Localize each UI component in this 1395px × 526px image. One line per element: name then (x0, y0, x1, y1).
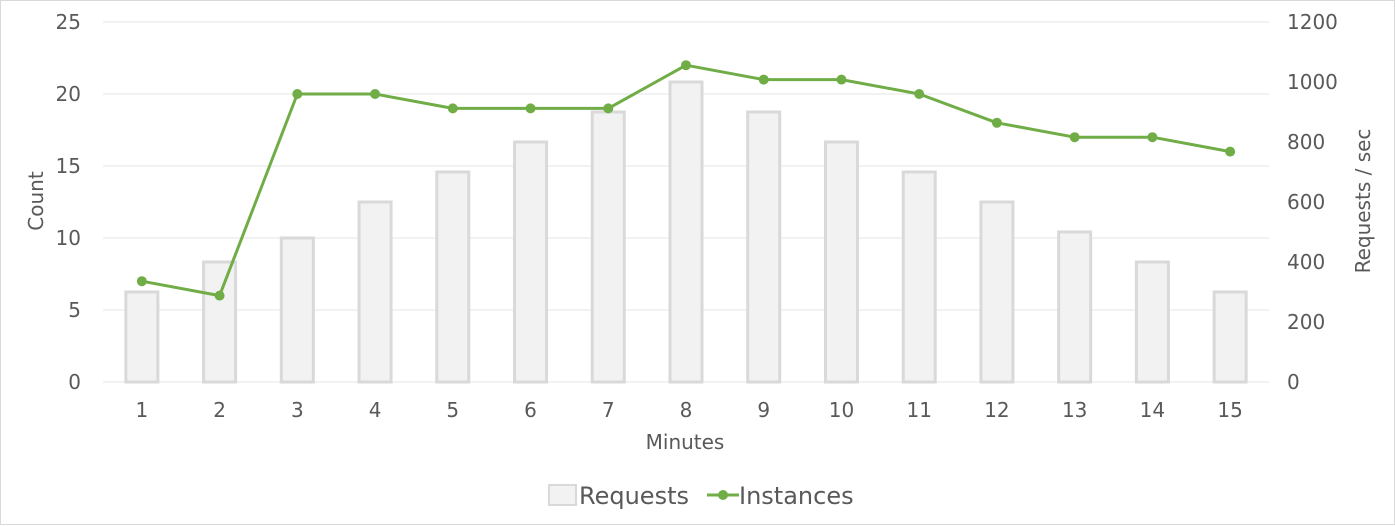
instances-point (370, 89, 381, 99)
y-left-tick-label: 10 (56, 226, 81, 250)
y-left-tick-label: 15 (56, 154, 81, 178)
x-tick-label: 14 (1140, 398, 1165, 422)
x-tick-label: 9 (757, 398, 770, 422)
left-axis-ticks: 0 5 10 15 20 25 (56, 10, 81, 394)
y-right-tick-label: 1000 (1287, 70, 1338, 94)
requests-bar (202, 260, 238, 384)
y-left-tick-label: 5 (68, 298, 81, 322)
instances-point (214, 290, 225, 301)
requests-bar (1134, 260, 1170, 384)
instances-point (136, 276, 147, 287)
requests-bar (279, 236, 315, 384)
legend-instances-label: Instances (739, 482, 854, 510)
x-tick-label: 10 (829, 398, 854, 422)
instances-point (447, 103, 458, 114)
instances-point (991, 117, 1002, 128)
requests-bar (124, 290, 160, 384)
x-tick-label: 11 (906, 398, 931, 422)
instances-point (603, 103, 614, 114)
x-tick-label: 4 (369, 398, 382, 422)
y-right-tick-label: 600 (1287, 190, 1325, 214)
x-tick-label: 2 (213, 398, 226, 422)
instances-point (836, 74, 847, 85)
instances-point (1225, 146, 1236, 157)
instances-point (525, 103, 536, 114)
instances-point (914, 89, 925, 99)
instances-point (681, 60, 691, 71)
requests-bar (1057, 230, 1093, 384)
x-tick-label: 12 (984, 398, 1009, 422)
instances-point (1147, 132, 1158, 143)
right-axis-ticks: 0 200 400 600 800 1000 1200 (1287, 10, 1338, 394)
instances-point (758, 74, 769, 85)
instances-line (136, 60, 1236, 301)
y-right-tick-label: 200 (1287, 310, 1325, 334)
requests-bars (124, 80, 1248, 384)
x-tick-label: 15 (1217, 398, 1242, 422)
x-axis-ticks: 1 2 3 4 5 6 7 8 9 10 11 12 13 14 15 (135, 398, 1242, 422)
y-right-tick-label: 800 (1287, 130, 1325, 154)
y-right-tick-label: 1200 (1287, 10, 1338, 34)
x-axis-title: Minutes (646, 430, 725, 454)
instances-point (292, 89, 303, 99)
requests-bar (1212, 290, 1248, 384)
legend: Requests Instances (548, 482, 854, 510)
legend-requests-swatch (548, 484, 577, 506)
y-axis-left-title: Count (24, 171, 48, 231)
y-axis-right-title: Requests / sec (1351, 129, 1375, 274)
y-left-tick-label: 25 (56, 10, 81, 34)
y-left-tick-label: 0 (68, 370, 81, 394)
y-left-tick-label: 20 (56, 82, 81, 106)
x-tick-label: 1 (135, 398, 148, 422)
instances-point (1069, 132, 1080, 143)
x-tick-label: 7 (602, 398, 615, 422)
requests-bar (668, 80, 704, 384)
legend-requests-label: Requests (579, 482, 689, 510)
legend-instances-marker (718, 490, 728, 500)
requests-bar (590, 110, 626, 384)
requests-bar (823, 140, 859, 384)
x-tick-label: 5 (446, 398, 459, 422)
requests-bar (513, 140, 549, 384)
x-tick-label: 3 (291, 398, 304, 422)
requests-bar (357, 200, 393, 384)
x-tick-label: 13 (1062, 398, 1087, 422)
x-tick-label: 6 (524, 398, 537, 422)
requests-bar (979, 200, 1015, 384)
y-right-tick-label: 400 (1287, 250, 1325, 274)
requests-bar (435, 170, 471, 384)
requests-bar (901, 170, 937, 384)
y-right-tick-label: 0 (1287, 370, 1300, 394)
x-tick-label: 8 (680, 398, 693, 422)
requests-bar (746, 110, 782, 384)
